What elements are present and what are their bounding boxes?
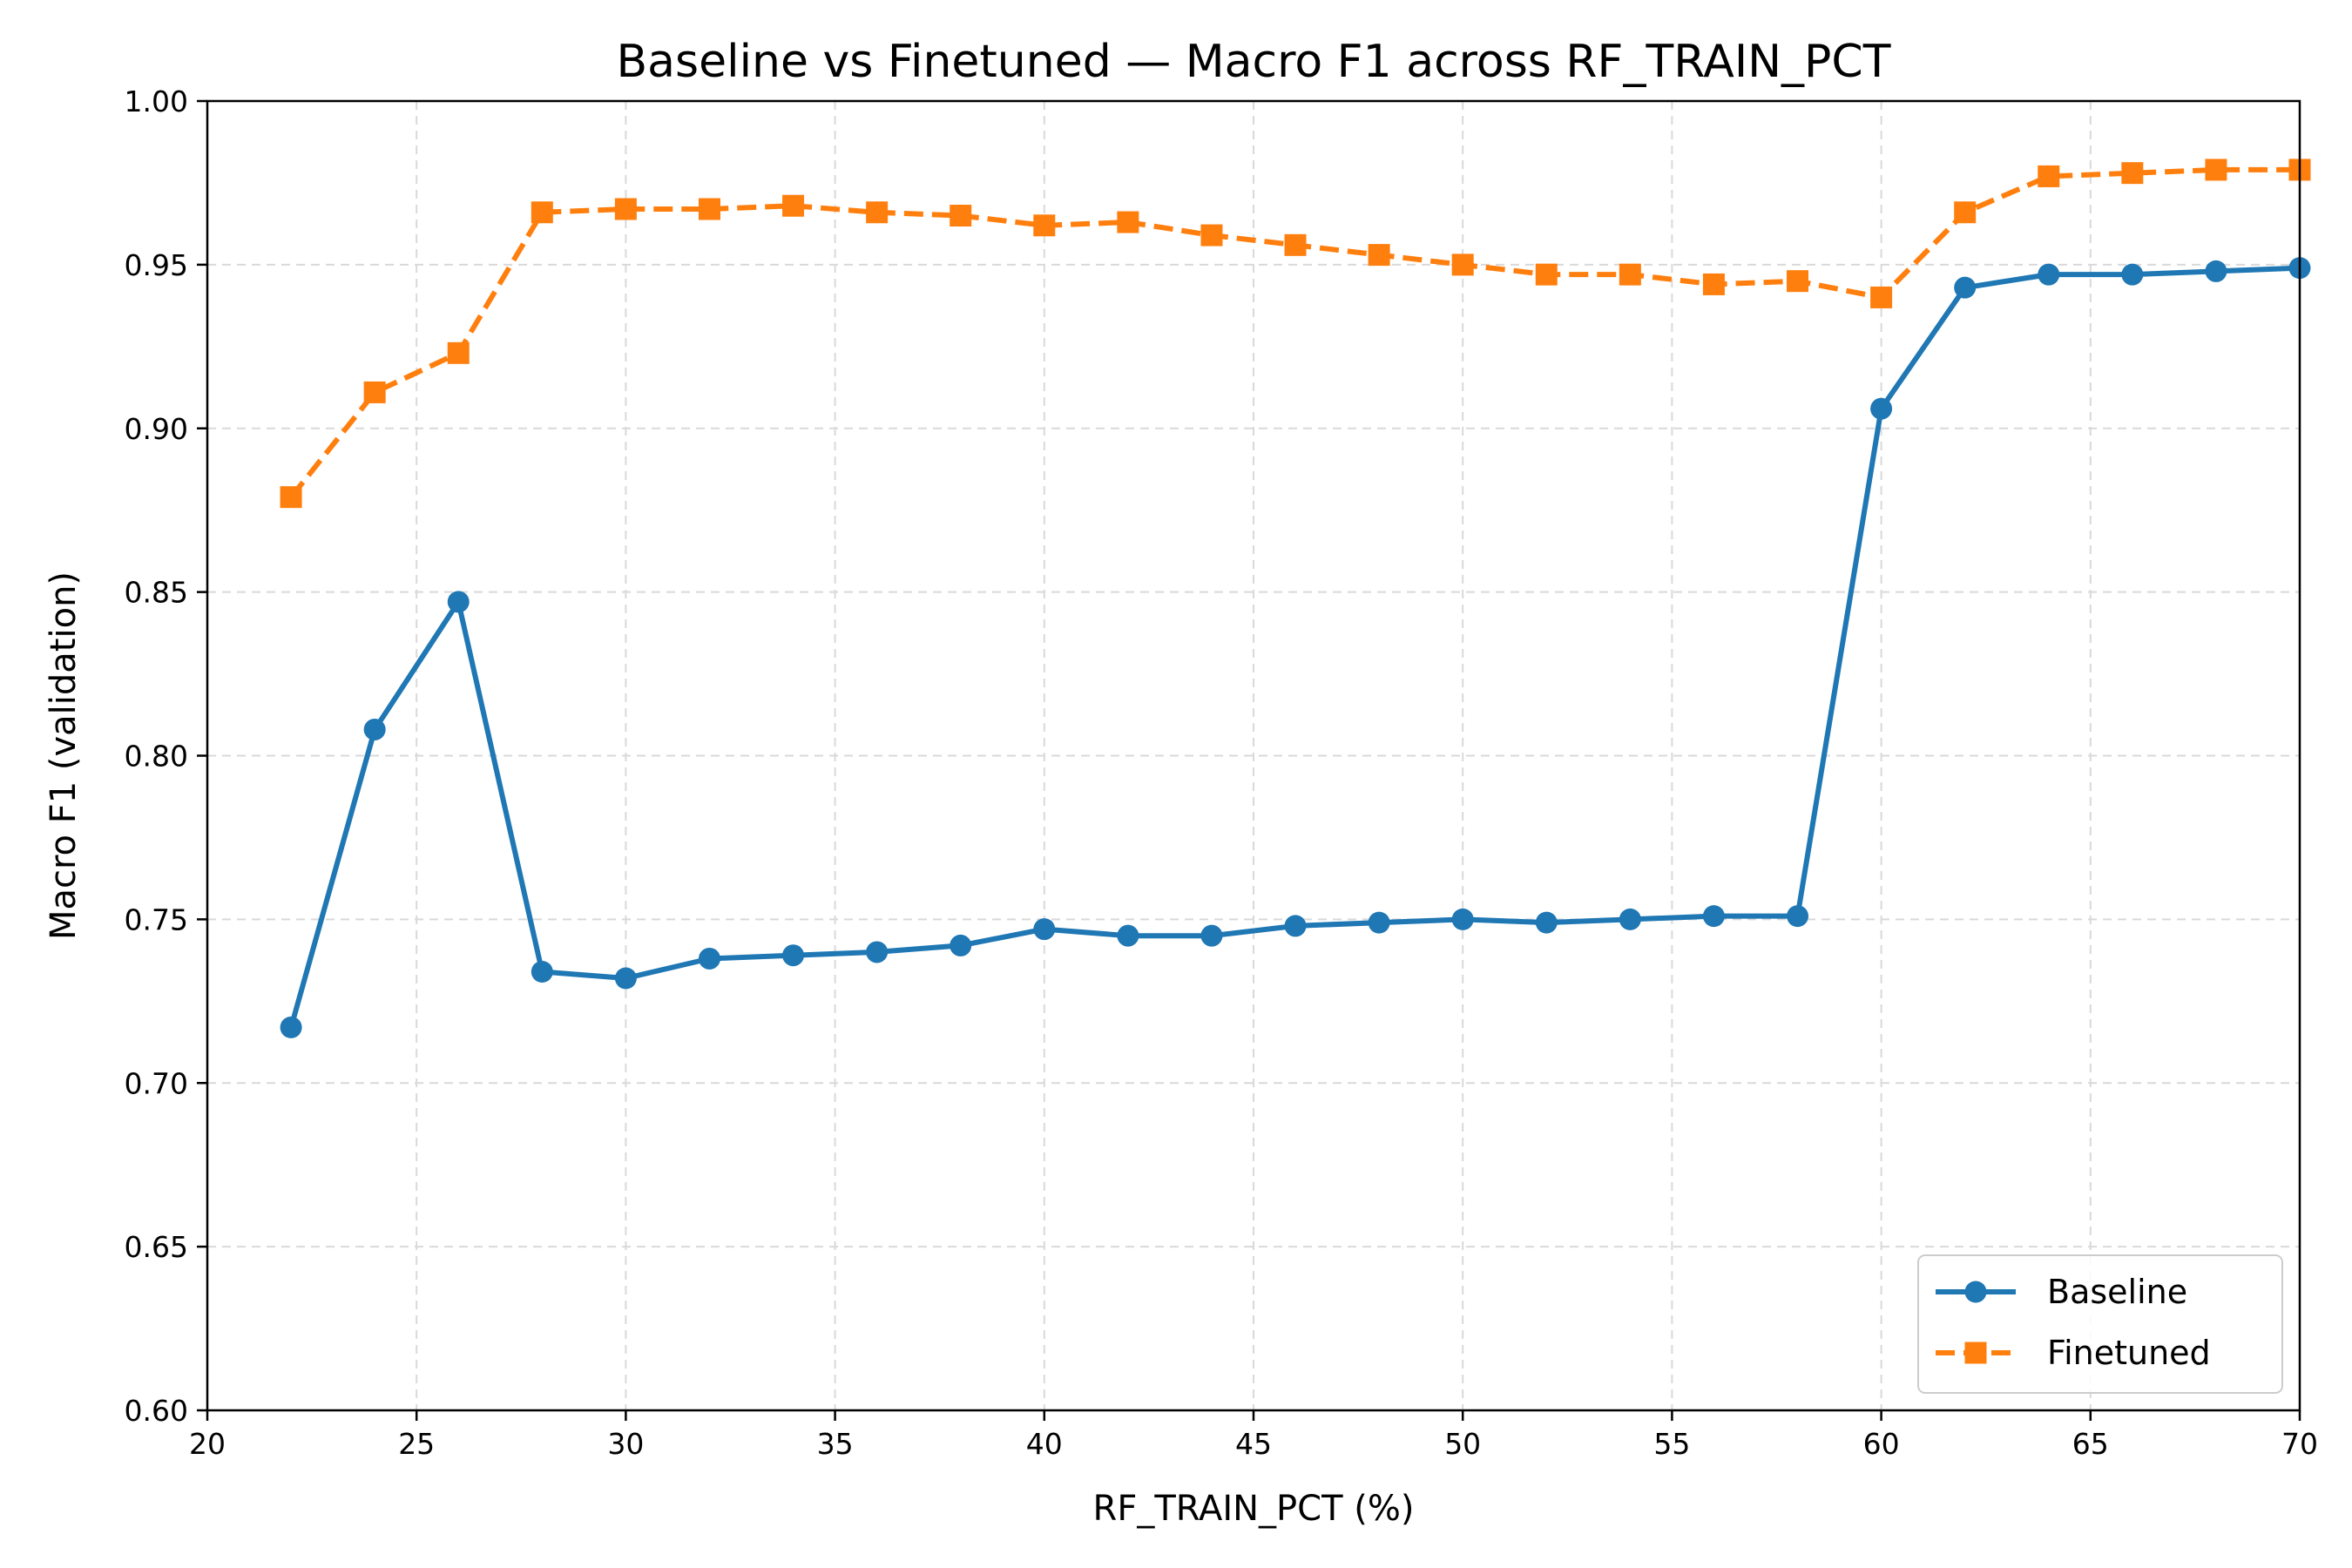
- chart-title: Baseline vs Finetuned — Macro F1 across …: [617, 36, 1891, 88]
- legend-marker-finetuned: [1964, 1342, 1987, 1364]
- data-point-baseline: [2038, 263, 2060, 286]
- x-tick-label: 25: [398, 1427, 435, 1461]
- data-point-baseline: [1702, 905, 1725, 928]
- data-point-baseline: [1451, 908, 1474, 930]
- data-point-baseline: [866, 941, 889, 963]
- data-point-baseline: [363, 718, 386, 740]
- data-point-finetuned: [1535, 263, 1558, 286]
- x-tick-label: 60: [1863, 1427, 1900, 1461]
- x-tick-label: 45: [1235, 1427, 1272, 1461]
- x-tick-label: 40: [1026, 1427, 1063, 1461]
- x-tick-label: 55: [1653, 1427, 1690, 1461]
- data-point-finetuned: [1200, 224, 1223, 247]
- data-point-finetuned: [1284, 233, 1307, 256]
- data-point-finetuned: [1451, 253, 1474, 276]
- data-point-finetuned: [363, 381, 386, 403]
- data-point-finetuned: [1787, 270, 1809, 293]
- data-point-baseline: [1200, 924, 1223, 947]
- y-tick-label: 0.90: [125, 412, 188, 446]
- data-point-baseline: [1870, 397, 1893, 420]
- data-point-finetuned: [1702, 273, 1725, 295]
- legend-label-baseline: Baseline: [2047, 1273, 2187, 1311]
- data-point-baseline: [1619, 908, 1641, 930]
- legend: Baseline Finetuned: [1917, 1254, 2283, 1394]
- x-tick-label: 65: [2072, 1427, 2109, 1461]
- data-point-finetuned: [950, 205, 972, 227]
- x-tick-label: 70: [2281, 1427, 2318, 1461]
- y-tick-label: 0.85: [125, 576, 188, 610]
- series-lines: [280, 159, 2311, 1038]
- data-point-finetuned: [2121, 162, 2144, 185]
- data-point-finetuned: [1870, 286, 1893, 308]
- data-point-finetuned: [2038, 165, 2060, 187]
- data-point-baseline: [1033, 918, 1056, 941]
- data-point-baseline: [1117, 924, 1139, 947]
- axis-ticks: 20 25 30 35 40 45 50 55 60 65 70 0.60 0.65 0.70 0.75 0.…: [125, 84, 2318, 1461]
- data-point-finetuned: [1619, 263, 1641, 286]
- data-point-baseline: [950, 934, 972, 956]
- data-point-finetuned: [447, 341, 470, 364]
- x-tick-label: 35: [817, 1427, 854, 1461]
- y-tick-label: 0.75: [125, 902, 188, 936]
- legend-label-finetuned: Finetuned: [2047, 1334, 2211, 1372]
- data-point-finetuned: [782, 194, 805, 217]
- x-tick-label: 50: [1444, 1427, 1481, 1461]
- data-point-finetuned: [1954, 201, 1977, 224]
- data-point-baseline: [1787, 905, 1809, 928]
- data-point-baseline: [447, 591, 470, 613]
- y-axis-label: Macro F1 (validation): [44, 571, 84, 940]
- data-point-baseline: [2121, 263, 2144, 286]
- x-tick-label: 20: [189, 1427, 226, 1461]
- data-point-baseline: [1284, 915, 1307, 937]
- data-point-baseline: [614, 967, 637, 990]
- x-axis-label: RF_TRAIN_PCT (%): [1093, 1489, 1415, 1529]
- x-tick-label: 30: [607, 1427, 644, 1461]
- y-tick-label: 0.65: [125, 1230, 188, 1264]
- data-point-finetuned: [1368, 244, 1390, 267]
- data-point-baseline: [2205, 260, 2227, 282]
- data-point-finetuned: [2205, 159, 2227, 181]
- data-point-finetuned: [698, 198, 720, 220]
- series-finetuned: [280, 159, 2311, 509]
- y-tick-label: 0.70: [125, 1066, 188, 1100]
- y-tick-label: 0.95: [125, 248, 188, 282]
- data-point-finetuned: [866, 201, 889, 224]
- data-point-finetuned: [531, 201, 553, 224]
- data-point-finetuned: [1117, 211, 1139, 233]
- legend-marker-baseline: [1964, 1281, 1987, 1303]
- data-point-finetuned: [280, 486, 302, 509]
- y-tick-label: 0.60: [125, 1394, 188, 1428]
- data-point-baseline: [698, 947, 720, 970]
- y-tick-label: 1.00: [125, 84, 188, 118]
- series-baseline: [280, 257, 2311, 1038]
- data-point-baseline: [1368, 911, 1390, 934]
- data-point-finetuned: [1033, 214, 1056, 237]
- data-point-baseline: [280, 1016, 302, 1038]
- data-point-finetuned: [614, 198, 637, 220]
- data-point-baseline: [531, 960, 553, 983]
- y-tick-label: 0.80: [125, 740, 188, 774]
- data-point-baseline: [1954, 276, 1977, 299]
- data-point-baseline: [1535, 911, 1558, 934]
- data-point-baseline: [782, 944, 805, 967]
